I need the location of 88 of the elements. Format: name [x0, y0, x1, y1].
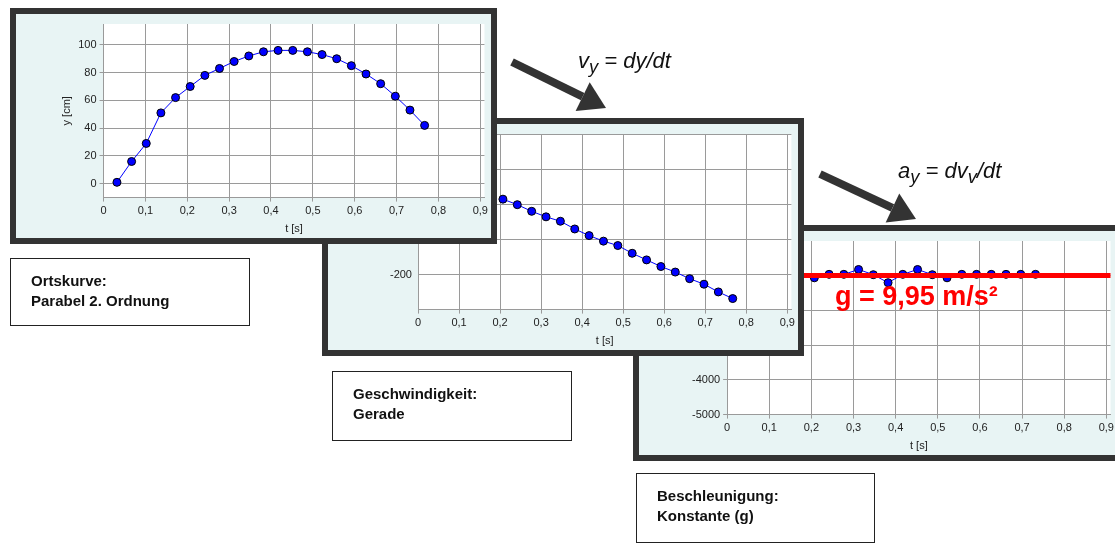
- point: [420, 120, 430, 130]
- point: [258, 47, 268, 57]
- point: [185, 82, 195, 91]
- point: [171, 93, 181, 103]
- x-tick-label: 0,7: [697, 316, 713, 329]
- x-axis-title: t [s]: [285, 222, 303, 235]
- point: [288, 45, 298, 55]
- point: [656, 262, 666, 272]
- point: [244, 51, 254, 61]
- x-tick-label: 0,7: [1014, 421, 1030, 434]
- y-tick-label: 20: [84, 148, 97, 161]
- x-tick-label: 0,2: [803, 421, 820, 434]
- y-tick-label: 40: [84, 121, 97, 134]
- x-tick-label: 0,1: [761, 421, 777, 434]
- y-axis-title: y [cm]: [59, 96, 72, 126]
- x-tick-label: 0,4: [888, 421, 904, 434]
- point: [215, 63, 224, 73]
- point: [156, 108, 166, 118]
- x-tick-label: 0,3: [221, 204, 237, 217]
- x-tick-label: 0,7: [388, 204, 405, 217]
- y-tick-label: -4000: [691, 372, 721, 385]
- point: [642, 255, 652, 265]
- x-tick-label: 0,1: [137, 204, 154, 217]
- point: [713, 287, 723, 297]
- point: [728, 294, 738, 304]
- point: [273, 45, 283, 55]
- point: [229, 57, 239, 66]
- text: v$_{y}$ = dy/dt: [578, 48, 671, 79]
- x-tick-label: 0,3: [533, 316, 549, 329]
- text: Ortskurve: Parabel 2. Ordnung: [10, 258, 250, 326]
- point: [112, 177, 122, 187]
- x-tick-label: 0,8: [1056, 421, 1072, 434]
- x-axis-title: t [s]: [595, 334, 614, 347]
- x-tick-label: 0: [414, 316, 422, 329]
- point: [127, 156, 137, 166]
- x-tick-label: 0,9: [779, 316, 795, 329]
- text: -200: [389, 267, 412, 280]
- point: [699, 279, 709, 289]
- x-tick-label: 0,6: [972, 421, 988, 434]
- point: [555, 216, 565, 226]
- y-tick-label: 60: [84, 93, 97, 106]
- x-tick-label: 0,4: [263, 204, 279, 217]
- x-tick-label: 0,1: [451, 316, 467, 329]
- point: [527, 206, 537, 216]
- x-tick-label: 0,2: [179, 204, 195, 217]
- point: [390, 91, 400, 101]
- x-tick-label: 0: [724, 421, 731, 434]
- point: [317, 50, 327, 60]
- point: [570, 224, 580, 234]
- point: [685, 274, 695, 284]
- x-axis-title: t [s]: [909, 439, 928, 452]
- text: Geschwindigkeit: Gerade: [332, 371, 572, 441]
- x-tick-label: 0,6: [347, 204, 363, 217]
- point: [361, 69, 371, 79]
- point: [141, 138, 151, 148]
- y-tick-label: -5000: [691, 407, 721, 420]
- point: [627, 248, 637, 258]
- point: [498, 194, 508, 204]
- point: [598, 236, 608, 246]
- x-tick-label: 0,8: [738, 316, 754, 329]
- y-tick-label: 0: [90, 176, 97, 189]
- point: [584, 231, 594, 241]
- point: [512, 200, 522, 210]
- x-tick-label: 0: [100, 204, 107, 217]
- point: [200, 70, 210, 80]
- x-tick-label: 0,4: [574, 316, 590, 329]
- point: [613, 241, 623, 251]
- x-tick-label: 0,2: [492, 316, 508, 329]
- x-tick-label: 0,9: [472, 204, 488, 217]
- y-tick-label: 80: [84, 65, 97, 78]
- x-tick-label: 0,5: [615, 316, 631, 329]
- text: Beschleunigung: Konstante (g): [636, 473, 875, 543]
- point: [302, 47, 312, 57]
- x-tick-label: 0,5: [930, 421, 946, 434]
- text: a$_{y}$ = dv$_{v}$/dt: [898, 158, 1002, 189]
- x-tick-label: 0,8: [430, 204, 447, 217]
- y-tick-label: 100: [78, 37, 97, 50]
- point: [670, 267, 680, 277]
- x-tick-label: 0,6: [656, 316, 672, 329]
- point: [332, 54, 342, 64]
- point: [376, 79, 386, 89]
- point: [346, 61, 356, 71]
- x-tick-label: 0,9: [1098, 421, 1114, 434]
- annotation: g = 9,95 m/s²: [835, 281, 998, 312]
- point: [405, 105, 415, 115]
- x-tick-label: 0,5: [305, 204, 321, 217]
- x-tick-label: 0,3: [845, 421, 862, 434]
- point: [541, 212, 551, 222]
